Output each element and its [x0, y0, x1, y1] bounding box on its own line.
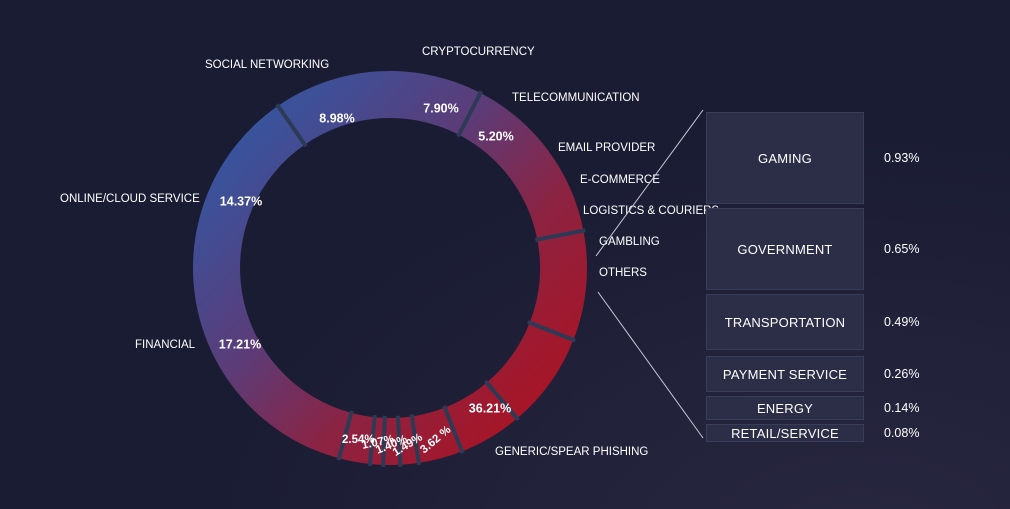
value-label-generic-spear-phishing: 36.21% [469, 401, 511, 415]
slice-separator [483, 379, 520, 422]
value-label-telecommunication: 5.20% [478, 129, 513, 143]
category-label-telecommunication: TELECOMMUNICATION [512, 92, 640, 104]
slice-generic-spear-phishing [193, 105, 352, 459]
category-label-online-cloud-service: ONLINE/CLOUD SERVICE [60, 193, 200, 205]
category-label-gambling: GAMBLING [599, 236, 660, 248]
slice-cryptocurrency [486, 322, 574, 419]
slice-separator [527, 320, 577, 343]
category-label-others: OTHERS [599, 267, 647, 279]
slice-financial [278, 71, 481, 145]
category-label-social-networking: SOCIAL NETWORKING [205, 59, 329, 71]
slice-separator [456, 90, 484, 138]
others-box-energy: ENERGY [706, 396, 864, 420]
others-box-label: GAMING [758, 150, 812, 166]
slice-separator [409, 414, 422, 466]
others-value-gaming: 0.93% [884, 151, 920, 165]
others-box-government: GOVERNMENT [706, 208, 864, 290]
category-label-email-provider: EMAIL PROVIDER [558, 142, 655, 154]
value-label-online-cloud-service: 14.37% [220, 194, 262, 208]
slice-online-cloud-service [458, 92, 584, 240]
others-box-transportation: TRANSPORTATION [706, 294, 864, 350]
slice-separator [442, 405, 465, 454]
slice-logistics-couriers [383, 417, 401, 466]
others-box-label: PAYMENT SERVICE [722, 366, 848, 382]
slice-separator [336, 410, 354, 461]
others-box-label: TRANSPORTATION [724, 314, 846, 330]
others-box-label: RETAIL/SERVICE [731, 425, 839, 441]
slice-separator [275, 103, 308, 148]
value-label-financial: 17.21% [219, 337, 261, 351]
category-label-cryptocurrency: CRYPTOCURRENCY [422, 46, 535, 58]
others-box-gaming: GAMING [706, 112, 864, 204]
value-label-others: 2.54% [342, 434, 375, 446]
slice-separator [381, 415, 387, 467]
slice-social-networking [529, 230, 587, 340]
others-connector-line [597, 291, 704, 439]
value-label-social-networking: 8.98% [319, 111, 354, 125]
others-value-energy: 0.14% [884, 401, 920, 415]
others-box-payment-service: PAYMENT SERVICE [706, 356, 864, 392]
others-value-retail-service: 0.08% [884, 426, 920, 440]
category-label-generic-spear-phishing: GENERIC/SPEAR PHISHING [495, 446, 648, 458]
others-box-label: GOVERNMENT [737, 241, 833, 257]
category-label-logistics-couriers: LOGISTICS & COURIERS [583, 205, 719, 217]
others-connector-line [595, 109, 704, 257]
slice-separator [367, 415, 377, 467]
value-label-cryptocurrency: 7.90% [423, 101, 458, 115]
slice-separator [534, 228, 586, 242]
slice-separator [395, 415, 403, 467]
others-box-label: ENERGY [756, 400, 814, 416]
others-value-government: 0.65% [884, 242, 920, 256]
category-label-financial: FINANCIAL [135, 339, 196, 351]
others-value-payment-service: 0.26% [884, 367, 920, 381]
others-box-retail-service: RETAIL/SERVICE [706, 424, 864, 442]
others-value-transportation: 0.49% [884, 315, 920, 329]
category-label-e-commerce: E-COMMERCE [580, 174, 660, 186]
